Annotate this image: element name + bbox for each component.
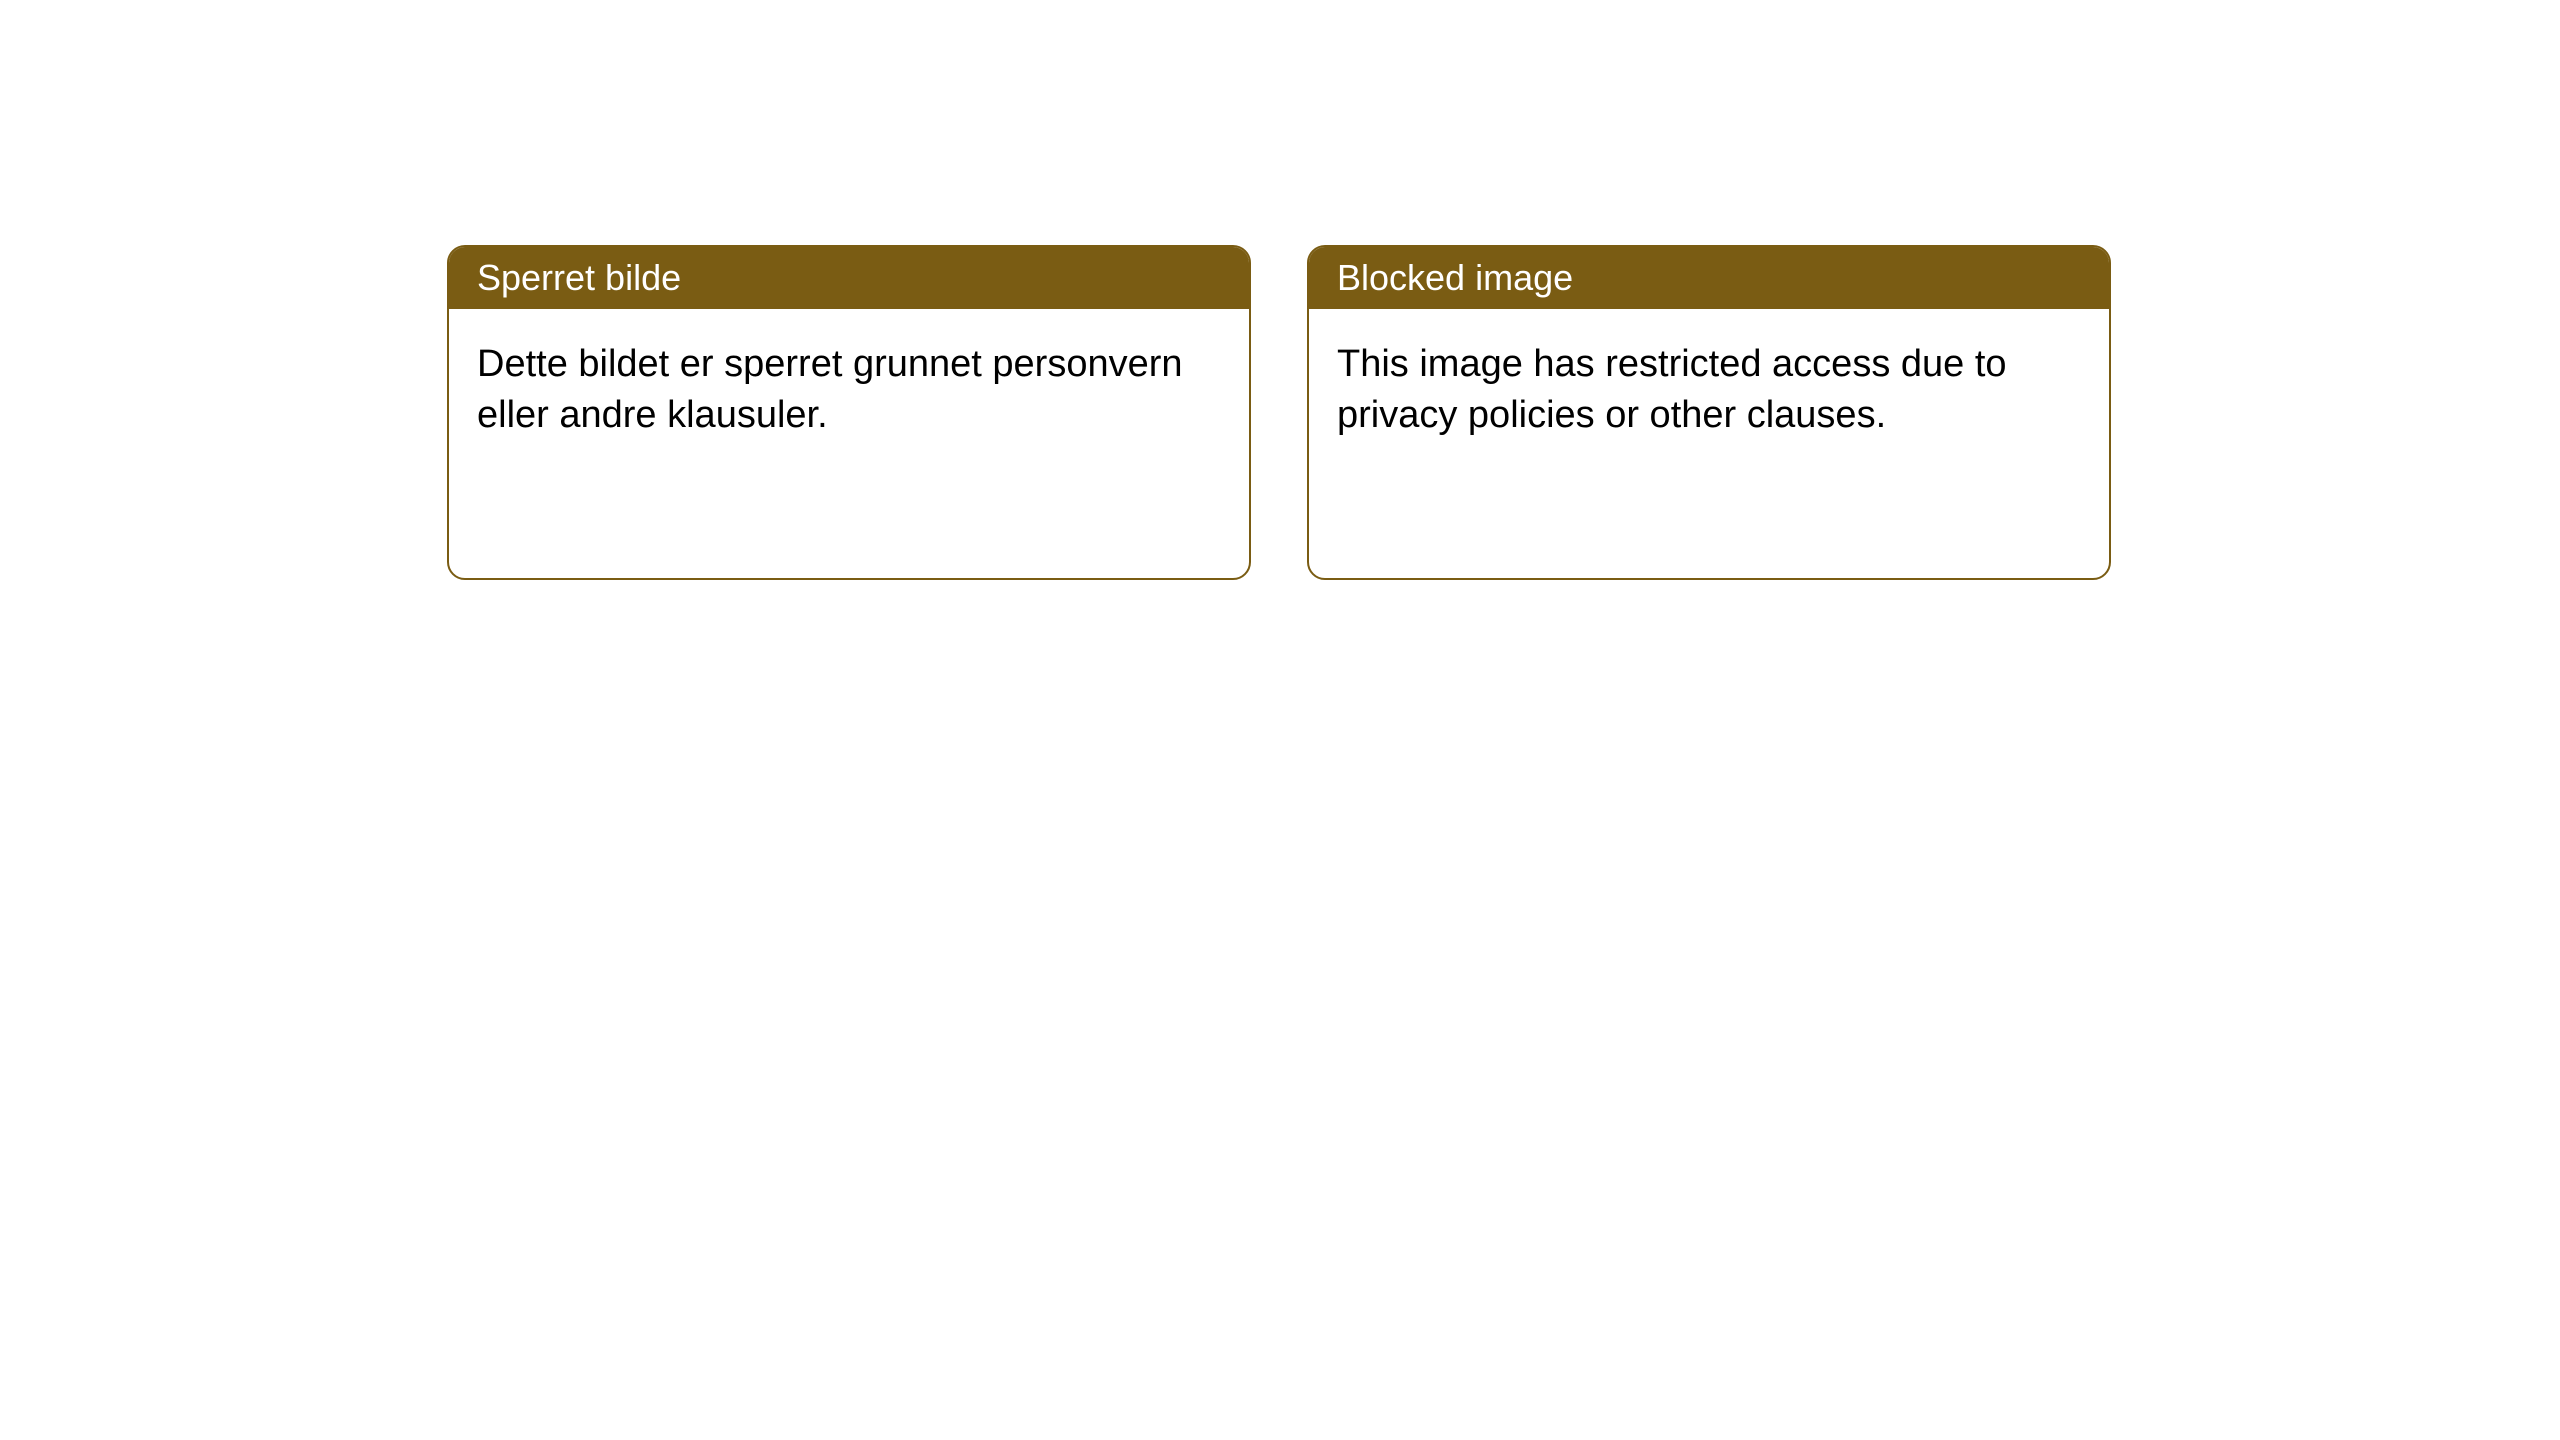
notice-body: This image has restricted access due to … xyxy=(1309,309,2109,472)
notice-container: Sperret bilde Dette bildet er sperret gr… xyxy=(447,245,2111,580)
notice-header: Sperret bilde xyxy=(449,247,1249,309)
notice-body-text: Dette bildet er sperret grunnet personve… xyxy=(477,343,1183,436)
notice-body: Dette bildet er sperret grunnet personve… xyxy=(449,309,1249,472)
notice-card-english: Blocked image This image has restricted … xyxy=(1307,245,2111,580)
notice-title: Blocked image xyxy=(1337,257,1573,298)
notice-card-norwegian: Sperret bilde Dette bildet er sperret gr… xyxy=(447,245,1251,580)
notice-header: Blocked image xyxy=(1309,247,2109,309)
notice-title: Sperret bilde xyxy=(477,257,681,298)
notice-body-text: This image has restricted access due to … xyxy=(1337,343,2007,436)
